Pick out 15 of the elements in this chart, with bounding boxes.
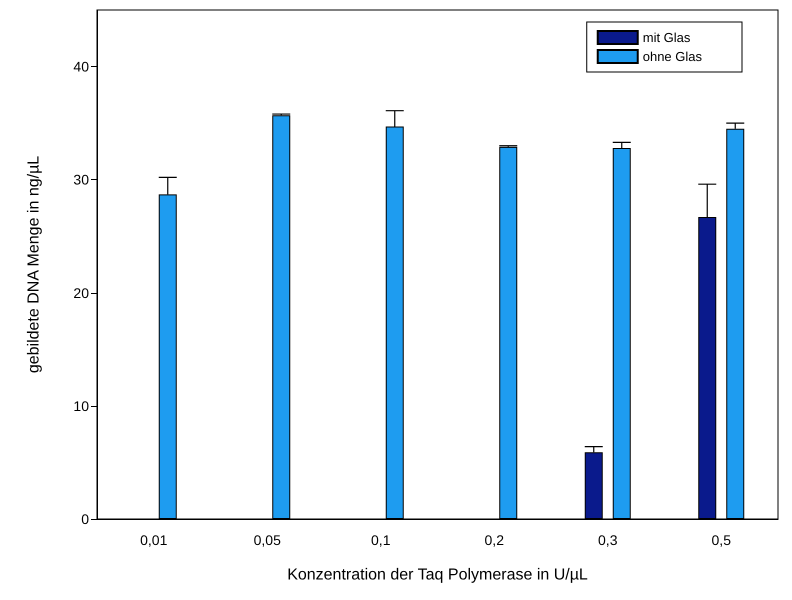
x-tick-label: 0,5 [712,532,732,548]
y-axis-title: gebildete DNA Menge in ng/µL [26,156,42,374]
legend-label: ohne Glas [642,49,702,64]
x-axis-title: Konzentration der Taq Polymerase in U/µL [287,566,588,584]
y-tick-label: 40 [73,58,90,75]
x-tick-label: 0,2 [484,532,504,548]
legend-label: mit Glas [642,30,691,45]
x-tick-label: 0,1 [371,532,391,548]
y-tick-label: 0 [81,511,90,527]
y-tick-label: 20 [73,284,90,301]
y-tick-label: 30 [73,172,90,188]
x-tick-label: 0,05 [254,532,282,548]
x-tick-label: 0,3 [598,532,618,548]
y-tick-label: 10 [73,398,90,414]
x-tick-label: 0,01 [140,532,168,548]
